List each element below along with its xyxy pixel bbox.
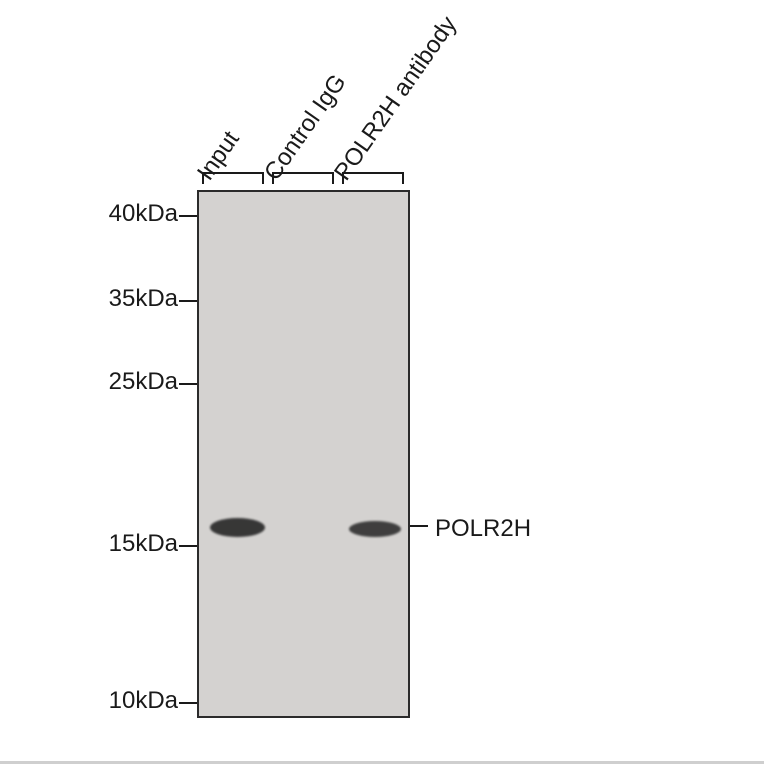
- marker-tick-35kda: [179, 300, 197, 302]
- lane-label-polr2h-antibody: POLR2H antibody: [329, 11, 463, 186]
- marker-tick-15kda: [179, 545, 197, 547]
- marker-label-35kda: 35kDa: [109, 285, 178, 313]
- band-polr2h-antibody: [349, 521, 401, 537]
- lane-bracket-3: [342, 172, 404, 184]
- marker-label-10kda: 10kDa: [109, 687, 178, 715]
- marker-tick-10kda: [179, 702, 197, 704]
- protein-label: POLR2H: [435, 515, 531, 543]
- blot-membrane: [197, 190, 410, 718]
- band-input: [210, 518, 265, 537]
- marker-tick-25kda: [179, 383, 197, 385]
- marker-label-15kda: 15kDa: [109, 530, 178, 558]
- western-blot-figure: Input Control IgG POLR2H antibody 40kDa …: [0, 0, 764, 764]
- lane-bracket-2: [272, 172, 334, 184]
- marker-label-40kda: 40kDa: [109, 200, 178, 228]
- protein-tick: [410, 525, 428, 527]
- lane-bracket-1: [202, 172, 264, 184]
- marker-tick-40kda: [179, 215, 197, 217]
- marker-label-25kda: 25kDa: [109, 368, 178, 396]
